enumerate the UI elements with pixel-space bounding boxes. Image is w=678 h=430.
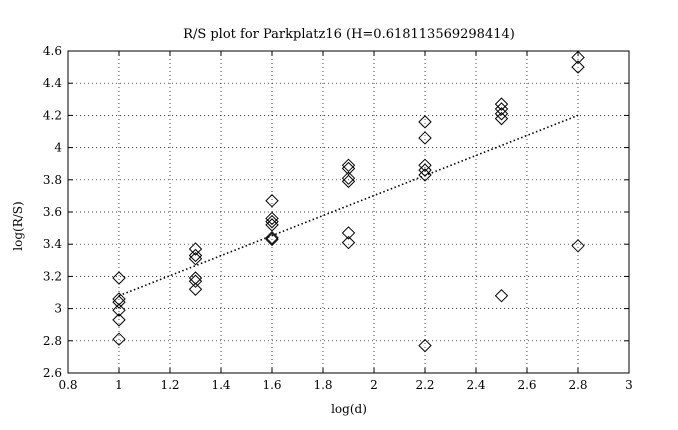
x-tick-label: 1.6 bbox=[262, 378, 281, 392]
data-point-diamond bbox=[112, 292, 126, 306]
data-point-diamond bbox=[265, 231, 279, 245]
data-point-diamond bbox=[188, 274, 203, 288]
x-tick-label: 1.4 bbox=[211, 378, 230, 392]
data-point-diamond bbox=[341, 226, 356, 240]
data-point-diamond bbox=[341, 235, 356, 250]
y-tick-label: 4.2 bbox=[43, 108, 62, 122]
y-tick-label: 3.6 bbox=[43, 205, 62, 219]
data-point-diamond bbox=[494, 97, 509, 111]
data-point-diamond bbox=[571, 60, 585, 74]
data-point-diamond bbox=[188, 271, 203, 285]
data-point-diamond bbox=[265, 194, 279, 208]
data-point-diamond bbox=[112, 332, 126, 346]
data-point-diamond bbox=[341, 171, 356, 185]
fit-line bbox=[118, 114, 579, 297]
y-tick-label: 3.2 bbox=[43, 269, 62, 283]
y-tick-labels: 2.6 2.8 3 3.2 3.4 3.6 3.8 4 4.2 4.4 4.6 bbox=[43, 44, 62, 380]
data-point-diamond bbox=[418, 338, 432, 353]
x-tick-labels: 0.8 1 1.2 1.4 1.6 1.8 2 2.2 2.4 2.6 2.8 3 bbox=[58, 378, 632, 392]
y-axis-label: log(R/S) bbox=[11, 201, 25, 250]
data-point-diamond bbox=[494, 107, 509, 121]
data-point-diamond bbox=[418, 163, 432, 177]
data-point-diamond bbox=[265, 211, 279, 226]
data-point-diamond bbox=[265, 218, 279, 232]
grid-lines bbox=[68, 51, 629, 373]
data-points bbox=[112, 50, 585, 353]
fit-line-layer bbox=[118, 114, 579, 297]
data-point-diamond bbox=[341, 158, 356, 173]
data-point-diamond bbox=[341, 174, 356, 189]
data-point-diamond bbox=[418, 168, 432, 182]
x-tick-label: 0.8 bbox=[58, 378, 77, 392]
x-tick-label: 3 bbox=[625, 378, 633, 392]
data-point-diamond bbox=[571, 239, 585, 253]
data-point-diamond bbox=[341, 161, 356, 176]
data-point-diamond bbox=[265, 214, 279, 229]
data-point-diamond bbox=[571, 50, 585, 65]
y-tick-label: 3.4 bbox=[43, 237, 62, 251]
data-point-diamond bbox=[112, 295, 126, 309]
data-point-diamond bbox=[188, 242, 203, 256]
data-point-diamond bbox=[418, 131, 432, 145]
x-tick-label: 2 bbox=[370, 378, 378, 392]
y-tick-label: 3 bbox=[54, 302, 62, 316]
y-tick-label: 2.6 bbox=[43, 366, 62, 380]
axis-ticks bbox=[67, 50, 630, 374]
x-tick-label: 1.2 bbox=[160, 378, 179, 392]
data-point-diamond bbox=[188, 248, 203, 263]
y-tick-label: 2.8 bbox=[43, 334, 62, 348]
data-point-diamond bbox=[112, 313, 126, 327]
data-point-diamond bbox=[494, 102, 509, 116]
y-tick-label: 3.8 bbox=[43, 173, 62, 187]
data-point-diamond bbox=[418, 115, 432, 129]
y-tick-label: 4.4 bbox=[43, 76, 62, 90]
x-tick-label: 2.2 bbox=[415, 378, 434, 392]
x-tick-label: 2.6 bbox=[517, 378, 536, 392]
x-tick-label: 1.8 bbox=[313, 378, 332, 392]
y-tick-label: 4.6 bbox=[43, 44, 62, 58]
x-tick-label: 1 bbox=[115, 378, 123, 392]
data-point-diamond bbox=[494, 289, 509, 303]
data-point-diamond bbox=[112, 271, 126, 285]
data-point-diamond bbox=[418, 158, 432, 173]
data-point-diamond bbox=[188, 282, 203, 296]
data-point-diamond bbox=[188, 251, 203, 266]
x-tick-label: 2.8 bbox=[568, 378, 587, 392]
chart-title: R/S plot for Parkplatz16 (H=0.6181135692… bbox=[183, 27, 515, 42]
data-point-diamond bbox=[265, 232, 279, 247]
y-tick-label: 4 bbox=[54, 141, 62, 155]
data-point-diamond bbox=[494, 111, 509, 126]
x-axis-label: log(d) bbox=[331, 402, 367, 416]
data-point-diamond bbox=[112, 303, 126, 317]
x-tick-label: 2.4 bbox=[466, 378, 485, 392]
